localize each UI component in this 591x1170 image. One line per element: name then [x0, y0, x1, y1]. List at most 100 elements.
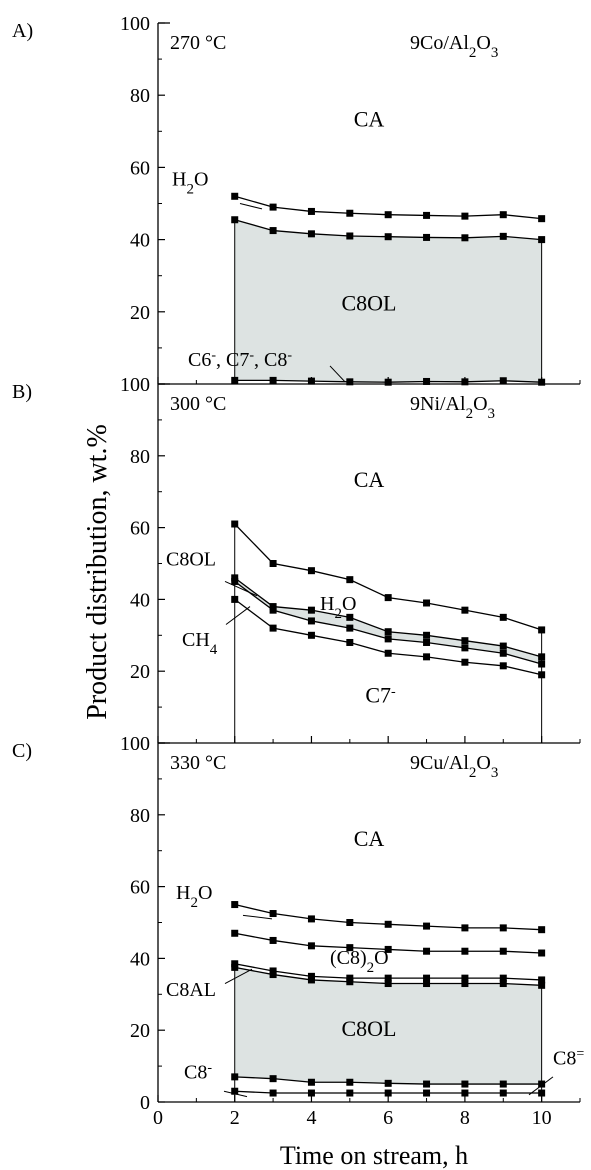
- region-label: CA: [354, 106, 385, 131]
- series-label: (C8)2O: [330, 947, 389, 976]
- panel-temperature: 270 °C: [170, 32, 226, 54]
- data-point: [269, 971, 277, 979]
- data-point: [461, 234, 469, 242]
- data-point: [346, 919, 354, 926]
- panel-temperature: 330 °C: [170, 752, 226, 774]
- series-label: H2O: [172, 168, 208, 197]
- shaded-area: [234, 967, 542, 1085]
- panel-letter: B): [12, 381, 32, 403]
- data-point: [269, 910, 277, 918]
- annotation-pointer: [239, 203, 263, 210]
- series-label: H2O: [320, 593, 356, 622]
- data-point: [384, 974, 392, 982]
- data-point: [423, 211, 431, 219]
- data-point: [538, 626, 546, 634]
- data-point: [423, 233, 431, 241]
- data-point: [461, 980, 469, 988]
- data-point: [461, 1080, 469, 1088]
- x-tick-label: 2: [230, 1107, 240, 1129]
- region-label: CA: [354, 467, 385, 492]
- data-point: [346, 974, 354, 982]
- y-tick-label: 40: [130, 230, 150, 252]
- data-point: [423, 974, 431, 982]
- data-point: [231, 577, 239, 585]
- annotation-pointer: [329, 365, 346, 383]
- data-point: [423, 1089, 431, 1097]
- data-point: [269, 1075, 277, 1083]
- panel-temperature: 300 °C: [170, 393, 226, 415]
- data-point: [384, 980, 392, 988]
- annotation-pointer: [225, 606, 251, 625]
- data-point: [269, 624, 277, 632]
- data-point: [499, 924, 507, 932]
- series-label: H2O: [176, 882, 212, 911]
- x-tick-label: 0: [153, 1107, 163, 1129]
- data-point: [461, 644, 469, 652]
- data-point: [423, 599, 431, 607]
- series-label: C8AL: [166, 979, 216, 1001]
- annotation-pointer: [224, 968, 253, 984]
- data-point: [231, 216, 239, 224]
- data-point: [231, 960, 239, 968]
- data-point: [346, 232, 354, 240]
- region-label: C7-: [365, 682, 396, 707]
- data-point: [346, 978, 354, 986]
- y-tick-label: 60: [130, 157, 150, 179]
- data-point: [384, 1079, 392, 1087]
- data-point: [499, 947, 507, 955]
- y-tick-label: 60: [130, 518, 150, 540]
- region-label: CA: [354, 826, 385, 851]
- y-tick-label: 80: [130, 446, 150, 468]
- data-point: [307, 915, 315, 923]
- data-point: [423, 947, 431, 955]
- y-tick-label: 100: [120, 13, 150, 35]
- data-point: [499, 613, 507, 621]
- series-label: CH4: [182, 629, 218, 658]
- shaded-area: [234, 219, 542, 383]
- series-line-1: [234, 577, 542, 658]
- y-tick-label: 80: [130, 85, 150, 107]
- data-point: [384, 628, 392, 636]
- data-point: [307, 631, 315, 639]
- data-point: [269, 560, 277, 567]
- data-point: [346, 944, 354, 952]
- data-point: [538, 1080, 546, 1088]
- data-point: [231, 901, 239, 909]
- y-tick-label: 20: [130, 302, 150, 324]
- series-label: C6-, C7-, C8-: [188, 347, 292, 371]
- data-point: [307, 976, 315, 984]
- data-point: [538, 671, 546, 679]
- data-point: [269, 1089, 277, 1097]
- data-point: [346, 1089, 354, 1097]
- data-point: [346, 638, 354, 646]
- data-point: [538, 215, 546, 223]
- data-point: [538, 660, 546, 668]
- data-point: [461, 606, 469, 614]
- y-tick-label: 80: [130, 805, 150, 827]
- data-point: [346, 613, 354, 621]
- data-point: [499, 1089, 507, 1097]
- y-tick-label: 20: [130, 661, 150, 683]
- x-axis-title: Time on stream, h: [280, 1141, 468, 1170]
- y-tick-label: 100: [120, 733, 150, 755]
- data-point: [269, 227, 277, 235]
- data-point: [231, 963, 239, 971]
- data-point: [538, 1089, 546, 1097]
- data-point: [346, 624, 354, 632]
- data-point: [461, 924, 469, 932]
- data-point: [231, 574, 239, 582]
- data-point: [499, 662, 507, 670]
- x-tick-label: 4: [306, 1107, 316, 1129]
- annotation-pointer: [224, 580, 258, 597]
- data-point: [307, 230, 315, 238]
- data-point: [499, 980, 507, 988]
- data-point: [499, 211, 507, 219]
- y-tick-label: 40: [130, 589, 150, 611]
- data-point: [231, 1073, 239, 1081]
- data-point: [461, 637, 469, 645]
- annotation-pointer: [242, 914, 273, 920]
- series-line-0: [234, 523, 542, 631]
- panel-catalyst: 9Co/Al2O3: [410, 32, 498, 61]
- data-point: [538, 981, 546, 989]
- data-point: [346, 1078, 354, 1086]
